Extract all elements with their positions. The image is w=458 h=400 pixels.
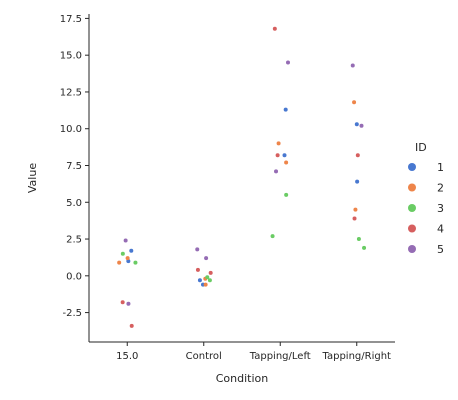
- legend-items: 1 2 3 4 5: [408, 161, 444, 256]
- data-point: [133, 260, 138, 265]
- data-point: [274, 169, 279, 174]
- data-point: [362, 245, 367, 250]
- data-point: [125, 256, 130, 261]
- data-point: [203, 282, 208, 287]
- data-point: [355, 179, 360, 184]
- data-point: [282, 153, 287, 158]
- data-point: [284, 192, 289, 197]
- y-tick-label: 5.0: [66, 198, 82, 209]
- y-tick-label: 7.5: [66, 161, 82, 172]
- data-point: [129, 323, 134, 328]
- data-point: [129, 248, 134, 253]
- data-point: [283, 107, 288, 112]
- y-tick-label: 17.5: [60, 14, 82, 25]
- y-axis-label: Value: [26, 163, 39, 193]
- data-point: [352, 100, 357, 105]
- legend-marker: [408, 204, 416, 212]
- legend-marker: [408, 245, 416, 253]
- y-ticks: -2.5 0.0 2.5 5.0 7.5 10.0 12.5 15.0 17.5: [60, 14, 89, 319]
- x-ticks: 15.0 Control Tapping/Left Tapping/Right: [116, 342, 391, 362]
- data-point: [350, 63, 355, 68]
- data-points: [117, 26, 367, 328]
- data-point: [126, 301, 131, 306]
- y-tick-label: 12.5: [60, 87, 82, 98]
- legend-marker: [408, 183, 416, 192]
- legend-label: 2: [437, 182, 444, 195]
- x-tick-label: Tapping/Left: [249, 351, 311, 362]
- x-tick-label: Control: [186, 351, 222, 362]
- data-point: [205, 275, 210, 280]
- data-point: [355, 153, 360, 158]
- legend-label: 4: [437, 223, 444, 236]
- axes: [88, 14, 395, 343]
- data-point: [352, 216, 357, 221]
- data-point: [275, 153, 280, 158]
- data-point: [195, 247, 200, 252]
- data-point: [359, 123, 364, 128]
- data-point: [120, 251, 125, 256]
- y-tick-label: 2.5: [66, 235, 82, 246]
- y-tick-label: 10.0: [60, 124, 82, 135]
- x-tick-label: Tapping/Right: [322, 351, 392, 362]
- data-point: [284, 160, 289, 165]
- legend-label: 5: [437, 243, 444, 256]
- data-point: [356, 237, 361, 242]
- y-tick-label: -2.5: [62, 308, 82, 319]
- legend-marker: [408, 163, 416, 171]
- data-point: [123, 238, 128, 243]
- data-point: [197, 278, 202, 283]
- data-point: [353, 207, 358, 212]
- data-point: [207, 278, 212, 283]
- data-point: [272, 26, 277, 31]
- legend-marker: [408, 224, 416, 233]
- data-point: [120, 300, 125, 305]
- data-point: [204, 256, 209, 261]
- legend-label: 1: [437, 161, 444, 174]
- legend: ID 1 2 3 4 5: [408, 141, 444, 256]
- data-point: [270, 234, 275, 239]
- y-tick-label: 0.0: [66, 271, 82, 282]
- legend-label: 3: [437, 202, 444, 215]
- x-axis-label: Condition: [216, 372, 269, 385]
- data-point: [117, 260, 122, 265]
- y-tick-label: 15.0: [60, 51, 82, 62]
- legend-title: ID: [415, 141, 427, 154]
- data-point: [286, 60, 290, 65]
- data-point: [195, 267, 200, 272]
- data-point: [276, 141, 281, 146]
- data-point: [354, 122, 359, 127]
- x-tick-label: 15.0: [116, 351, 138, 362]
- data-point: [208, 270, 213, 275]
